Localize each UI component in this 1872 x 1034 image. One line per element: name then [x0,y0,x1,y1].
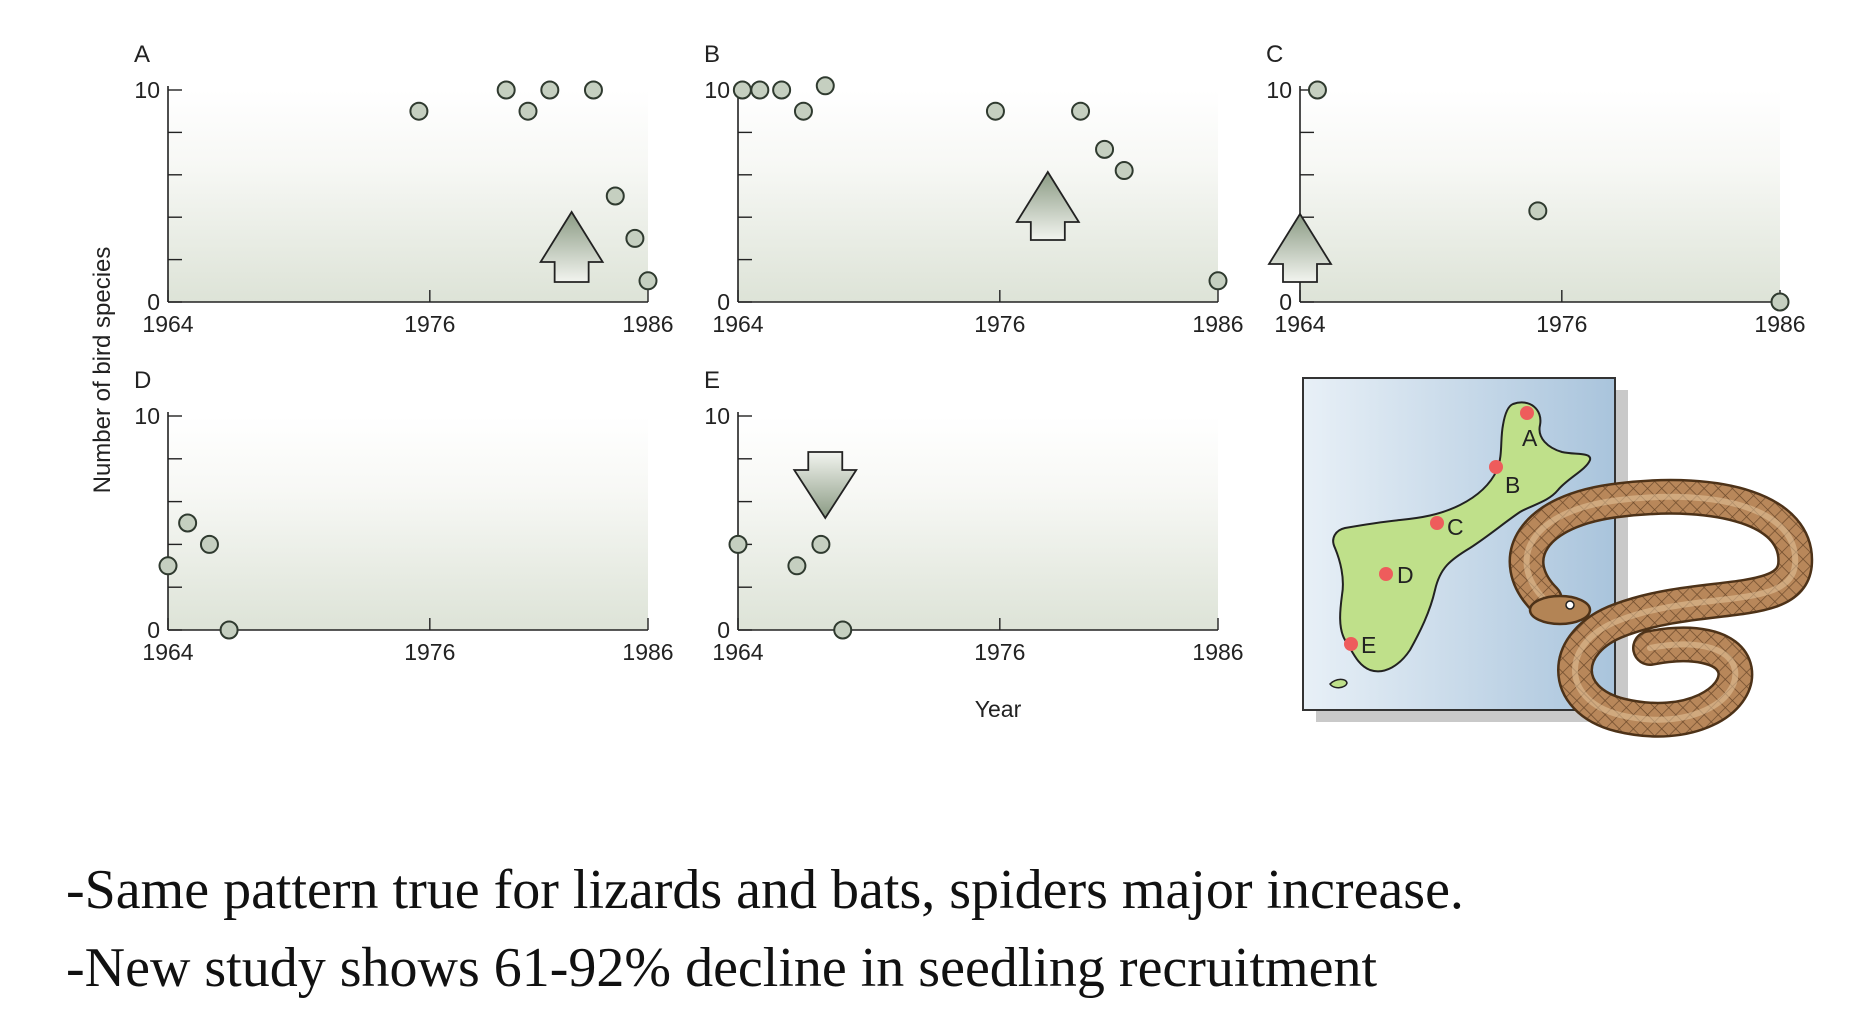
panel-a: 1964 1976 1986 0 10 A [134,41,674,337]
chart-panels: 1964 1976 1986 0 10 A 1964 1976 1986 0 10 B 1964 1976… [134,41,1806,665]
x-tick-label: 1986 [1754,311,1805,337]
data-point [732,80,752,100]
y-tick-label: 0 [717,289,730,315]
guam-island-shape [1332,401,1592,673]
x-tick-label: 1986 [1192,311,1243,337]
snake-eye [1565,600,1575,610]
panel-letter-e: E [704,367,720,394]
data-point [787,556,807,576]
panel-background [738,90,1218,302]
trend-arrow-up [1267,212,1333,283]
x-tick-label: 1964 [1274,311,1325,337]
trend-arrow-up [1015,170,1081,241]
y-tick-label: 10 [704,403,730,429]
data-point [605,186,625,206]
site-dot-d [1379,567,1393,581]
x-tick-label: 1976 [1536,311,1587,337]
site-label-b: B [1505,472,1520,498]
site-dot-e [1344,637,1358,651]
site-dot-a [1520,406,1534,420]
panel-background [1300,90,1780,302]
data-point [833,620,853,640]
panel-letter-c: C [1266,41,1283,68]
data-point [158,556,178,576]
panel-letter-b: B [704,41,720,68]
data-point [625,228,645,248]
snake-head [1528,594,1592,626]
y-tick-label: 0 [717,617,730,643]
data-point [1528,201,1548,221]
y-axis-label: Number of bird species [89,247,116,494]
data-point [793,101,813,121]
x-tick-label: 1964 [142,311,193,337]
data-point [409,101,429,121]
panel-b: 1964 1976 1986 0 10 B [704,41,1244,337]
figure-svg: Number of bird species Year 1964 1976 1986… [89,41,1814,738]
data-point [815,76,835,96]
x-tick-label: 1986 [622,639,673,665]
x-tick-label: 1964 [142,639,193,665]
panel-c: 1964 1976 1986 0 10 C [1266,41,1806,337]
y-tick-label: 10 [1266,77,1292,103]
x-tick-label: 1964 [712,311,763,337]
data-point [1307,80,1327,100]
site-dot-c [1430,516,1444,530]
y-tick-label: 0 [147,617,160,643]
x-tick-label: 1976 [404,311,455,337]
caption-line-2: -New study shows 61-92% decline in seedl… [66,937,1378,999]
small-islet-shape [1329,678,1348,689]
y-tick-label: 10 [134,77,160,103]
data-point [540,80,560,100]
data-point [1095,139,1115,159]
panel-background [738,416,1218,630]
x-tick-label: 1976 [974,311,1025,337]
y-tick-label: 10 [134,403,160,429]
site-dot-b [1489,460,1503,474]
data-point [1071,101,1091,121]
y-tick-label: 0 [1279,289,1292,315]
y-tick-label: 0 [147,289,160,315]
data-point [638,271,658,291]
panel-e: 1964 1976 1986 0 10 E [704,367,1244,665]
data-point [518,101,538,121]
data-point [811,534,831,554]
site-label-a: A [1522,425,1538,451]
y-tick-label: 10 [704,77,730,103]
site-label-c: C [1447,514,1464,540]
data-point [772,80,792,100]
x-tick-label: 1976 [974,639,1025,665]
data-point [1770,292,1790,312]
panel-letter-d: D [134,367,151,394]
data-point [583,80,603,100]
caption-line-1: -Same pattern true for lizards and bats,… [66,859,1464,921]
x-tick-label: 1976 [404,639,455,665]
x-tick-label: 1986 [622,311,673,337]
data-point [750,80,770,100]
panel-letter-a: A [134,41,150,68]
snake-illustration [1508,478,1814,738]
trend-arrow-down [792,451,858,520]
data-point [728,534,748,554]
x-tick-label: 1964 [712,639,763,665]
data-point [219,620,239,640]
x-tick-label: 1986 [1192,639,1243,665]
trend-arrow-up [539,210,605,283]
data-point [1208,271,1228,291]
data-point [985,101,1005,121]
panel-d: 1964 1976 1986 0 10 D [134,367,674,665]
data-point [199,534,219,554]
site-label-e: E [1361,632,1376,658]
data-point [1114,161,1134,181]
site-label-d: D [1397,562,1414,588]
data-point [178,513,198,533]
x-axis-label: Year [975,696,1022,722]
data-point [496,80,516,100]
panel-background [168,416,648,630]
